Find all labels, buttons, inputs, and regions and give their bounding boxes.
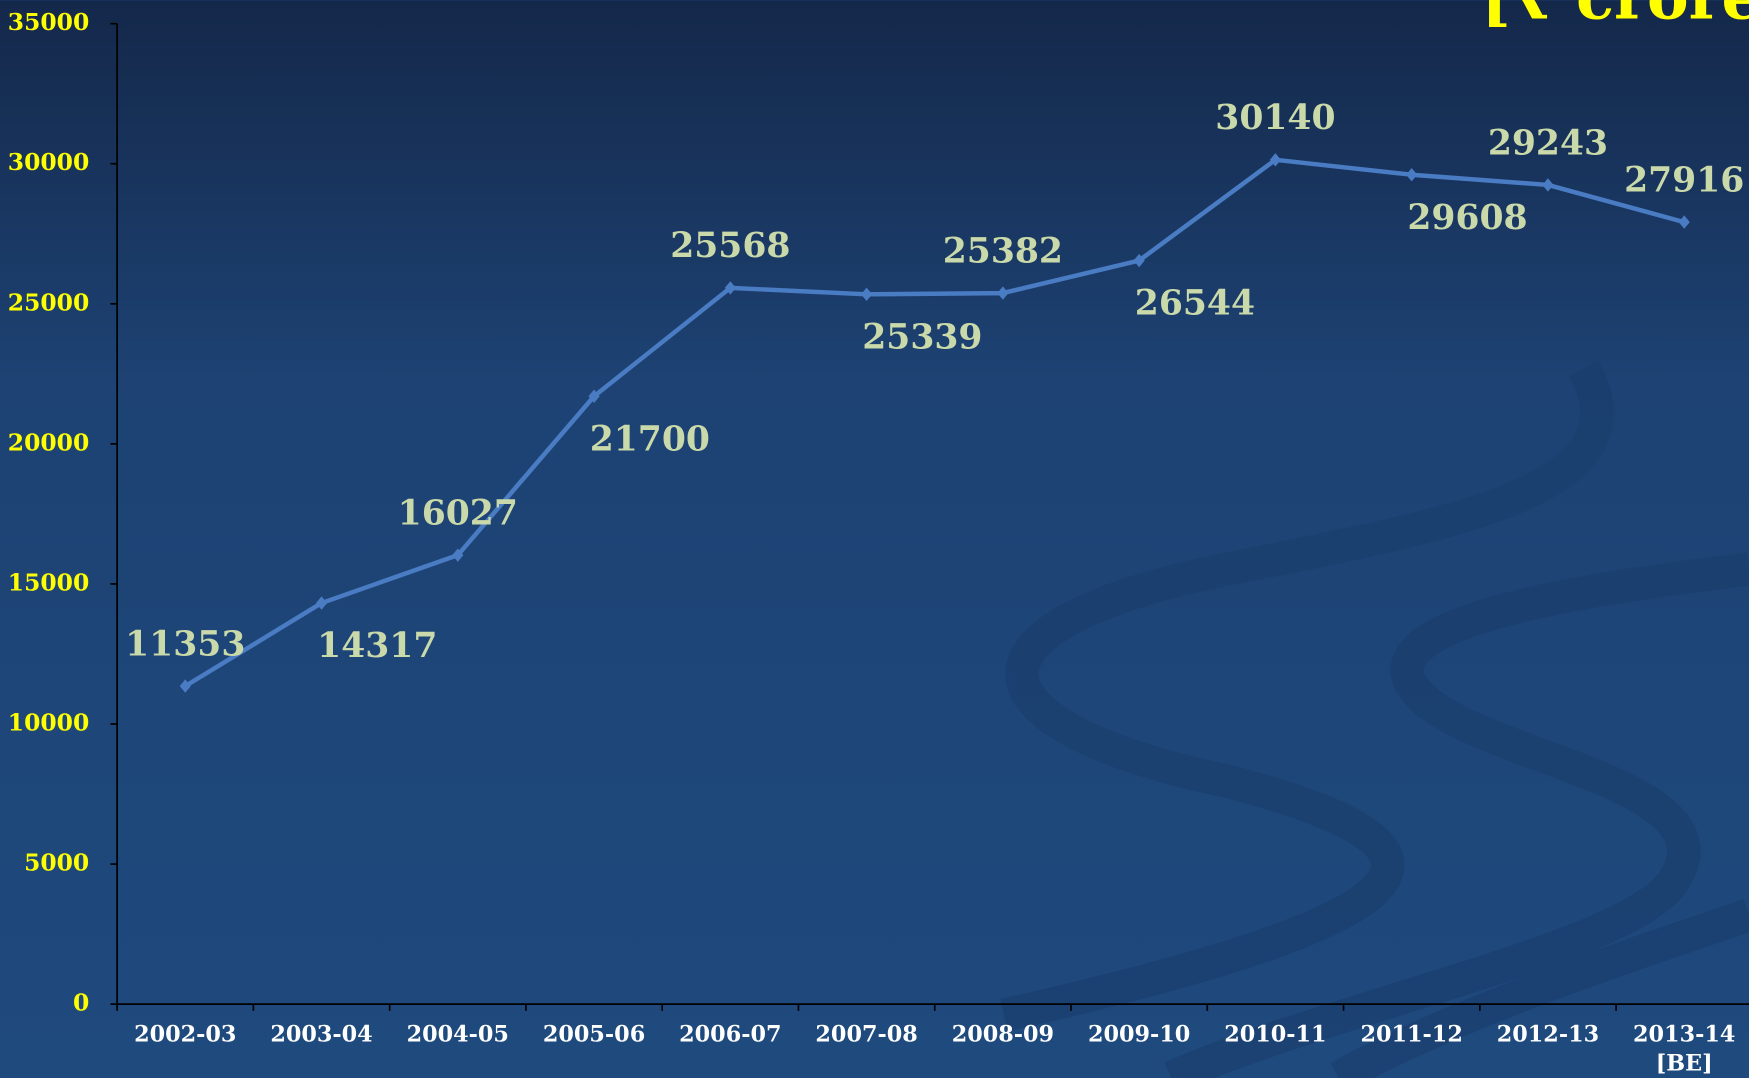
y-tick-label: 35000	[8, 8, 89, 36]
chart-title: [₹ crore	[1481, 0, 1749, 33]
marker	[1269, 153, 1281, 167]
y-tick-label: 10000	[8, 709, 89, 737]
marker	[724, 281, 736, 295]
data-label: 29243	[1488, 123, 1608, 163]
x-tick-label: 2003-04	[270, 1021, 372, 1047]
data-label: 25339	[862, 317, 982, 357]
data-label: 25568	[670, 226, 790, 266]
data-label: 29608	[1407, 198, 1527, 238]
y-tick-label: 20000	[8, 428, 89, 456]
x-tick-label: 2006-07	[679, 1021, 781, 1047]
y-tick-label: 15000	[8, 568, 89, 596]
x-tick-label: 2011-12	[1361, 1021, 1463, 1047]
marker	[452, 548, 464, 562]
data-label: 11353	[125, 624, 245, 664]
x-tick-label: 2013-14	[1633, 1021, 1735, 1047]
x-tick-label: 2007-08	[815, 1021, 917, 1047]
data-label: 27916	[1624, 160, 1744, 200]
marker	[997, 286, 1009, 300]
line	[184, 157, 1685, 689]
marker	[861, 287, 873, 301]
data-label: 30140	[1215, 98, 1335, 138]
data-label: 25382	[943, 231, 1063, 271]
marker	[1133, 253, 1145, 268]
x-tick-label: 2012-13	[1497, 1021, 1599, 1047]
marker	[179, 679, 191, 693]
y-tick-label: 30000	[8, 148, 89, 176]
data-label: 21700	[590, 419, 710, 459]
y-tick-label: 5000	[24, 849, 89, 877]
marker	[315, 596, 328, 610]
x-tick-label: 2008-09	[952, 1021, 1054, 1047]
marker	[588, 389, 600, 403]
marker	[1542, 178, 1554, 192]
decoration	[1000, 360, 1749, 1078]
x-tick-label: 2010-11	[1224, 1021, 1326, 1047]
data-label: 16027	[398, 494, 518, 534]
x-tick-label: 2004-05	[407, 1021, 509, 1047]
y-tick-label: 0	[73, 989, 89, 1017]
data-label: 14317	[317, 626, 437, 666]
y-tick-label: 25000	[8, 288, 89, 316]
x-tick-label: 2002-03	[134, 1021, 236, 1047]
data-label: 26544	[1135, 284, 1255, 324]
x-tick-note: [BE]	[1656, 1050, 1713, 1076]
x-tick-label: 2005-06	[543, 1021, 645, 1047]
x-tick-label: 2009-10	[1088, 1021, 1190, 1047]
